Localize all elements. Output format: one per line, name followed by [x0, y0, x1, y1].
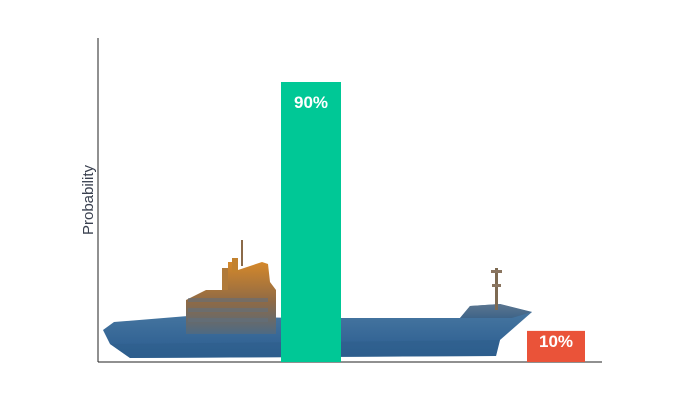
bar-2: [527, 330, 585, 362]
bar-1: [281, 82, 341, 362]
data-label-2: 10%: [539, 332, 573, 351]
y-axis-label: Probability: [80, 164, 97, 235]
data-label-1: 90%: [294, 93, 328, 112]
bar-group: 90% 10%: [281, 82, 585, 362]
